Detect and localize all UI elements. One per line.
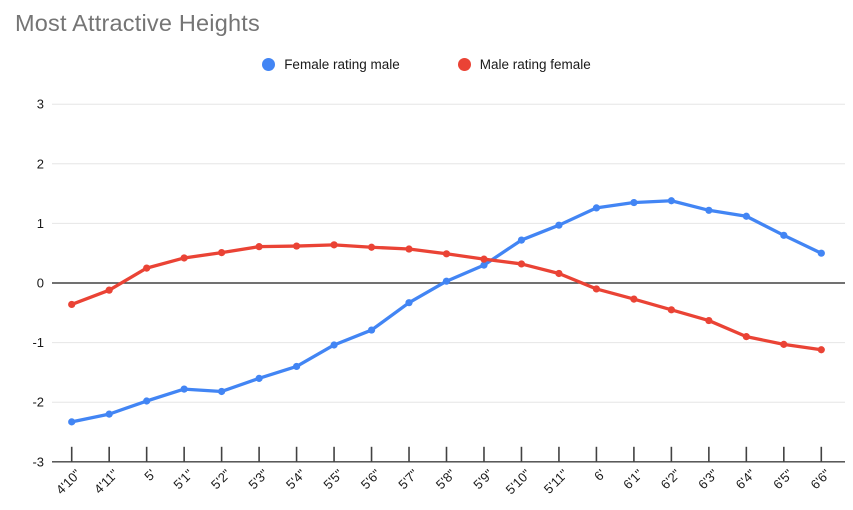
data-point-male-rating-female xyxy=(555,269,563,278)
x-tick-label: 6'3" xyxy=(695,466,721,492)
data-point-male-rating-female xyxy=(630,295,638,303)
data-point-female-rating-male xyxy=(180,385,188,393)
data-point-male-rating-female xyxy=(143,264,151,272)
data-point-female-rating-male xyxy=(105,410,113,418)
data-point-female-rating-male xyxy=(255,374,263,382)
x-tick-label: 6'6" xyxy=(808,466,834,492)
y-tick-label: -3 xyxy=(32,454,44,469)
legend-item-female-rating-male: Female rating male xyxy=(262,57,400,72)
legend-dot-icon xyxy=(262,58,276,71)
data-point-female-rating-male xyxy=(742,212,750,220)
x-tick-label: 5'8" xyxy=(433,466,459,492)
x-tick-label: 5'9" xyxy=(470,466,496,492)
data-point-female-rating-male xyxy=(592,204,601,212)
legend-item-male-rating-female: Male rating female xyxy=(457,57,591,72)
data-point-male-rating-female xyxy=(592,285,601,293)
data-point-male-rating-female xyxy=(180,254,188,262)
x-tick-label: 4'10" xyxy=(53,466,84,497)
data-point-male-rating-female xyxy=(367,243,376,251)
data-point-female-rating-male xyxy=(442,277,451,285)
data-point-female-rating-male xyxy=(330,341,338,349)
y-tick-label: 1 xyxy=(37,216,44,231)
x-tick-label: 4'11" xyxy=(91,466,122,497)
x-tick-label: 6' xyxy=(591,466,608,483)
legend-dot-icon xyxy=(457,58,471,71)
data-point-male-rating-female xyxy=(742,333,750,341)
data-point-female-rating-male xyxy=(555,221,563,229)
data-point-male-rating-female xyxy=(105,286,113,294)
data-point-male-rating-female xyxy=(405,245,413,253)
data-point-female-rating-male xyxy=(292,362,301,371)
data-point-female-rating-male xyxy=(68,418,76,426)
x-tick-label: 6'2" xyxy=(658,466,684,492)
data-point-male-rating-female xyxy=(705,316,713,325)
x-tick-label: 5'7" xyxy=(395,466,421,492)
data-point-female-rating-male xyxy=(480,261,488,269)
data-point-female-rating-male xyxy=(517,236,526,244)
data-point-male-rating-female xyxy=(292,242,301,250)
data-point-female-rating-male xyxy=(780,231,788,239)
data-point-male-rating-female xyxy=(480,255,488,263)
data-point-male-rating-female xyxy=(780,340,788,348)
data-point-female-rating-male xyxy=(143,397,151,405)
data-point-female-rating-male xyxy=(817,249,825,257)
data-point-female-rating-male xyxy=(705,206,713,214)
y-tick-label: 0 xyxy=(37,276,44,291)
legend-label: Female rating male xyxy=(284,57,400,72)
chart-title: Most Attractive Heights xyxy=(15,10,260,36)
x-tick-label: 5'2" xyxy=(208,466,234,492)
data-point-female-rating-male xyxy=(630,198,638,207)
x-tick-label: 5'10" xyxy=(503,466,534,497)
data-point-male-rating-female xyxy=(68,300,76,309)
y-tick-label: 2 xyxy=(37,156,44,171)
x-tick-label: 6'1" xyxy=(620,466,646,492)
x-tick-label: 6'4" xyxy=(733,466,759,492)
data-point-female-rating-male xyxy=(405,299,413,307)
data-point-male-rating-female xyxy=(667,306,675,314)
data-point-female-rating-male xyxy=(367,326,376,334)
x-tick-label: 5'11" xyxy=(541,466,572,497)
legend-label: Male rating female xyxy=(479,57,591,72)
x-tick-label: 5'1" xyxy=(170,466,196,492)
data-point-male-rating-female xyxy=(255,243,263,251)
x-tick-label: 6'5" xyxy=(770,466,796,492)
data-point-female-rating-male xyxy=(218,387,226,396)
x-tick-label: 5'6" xyxy=(358,466,384,492)
y-tick-label: -2 xyxy=(32,395,44,410)
y-tick-label: -1 xyxy=(32,335,44,350)
data-point-male-rating-female xyxy=(330,241,338,249)
x-tick-label: 5' xyxy=(141,466,158,483)
data-point-female-rating-male xyxy=(667,197,675,205)
x-tick-label: 5'5" xyxy=(320,466,346,492)
legend: Female rating male Male rating female xyxy=(0,57,853,72)
data-point-male-rating-female xyxy=(817,346,825,354)
data-point-male-rating-female xyxy=(218,249,226,257)
y-tick-label: 3 xyxy=(37,97,44,112)
data-point-male-rating-female xyxy=(442,250,451,258)
x-tick-label: 5'3" xyxy=(245,466,271,492)
data-point-male-rating-female xyxy=(517,260,526,268)
x-tick-label: 5'4" xyxy=(283,466,309,492)
